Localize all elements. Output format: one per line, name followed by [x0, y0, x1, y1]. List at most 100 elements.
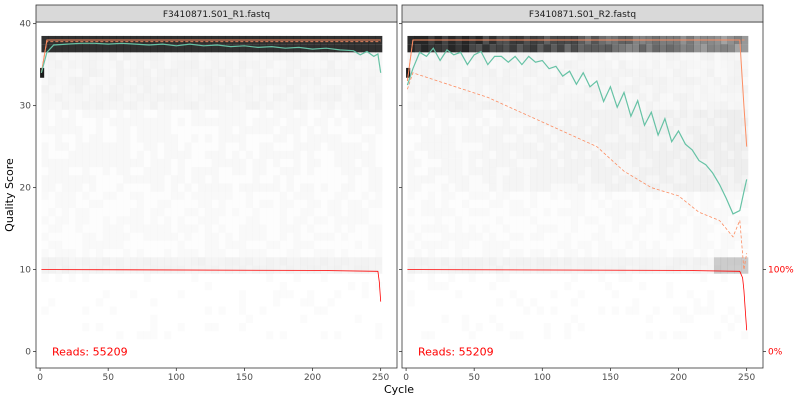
heat-cell [686, 85, 694, 94]
heat-cell [720, 85, 728, 94]
heat-cell [76, 192, 83, 200]
heat-cell [136, 331, 144, 340]
heat-cell [502, 109, 510, 118]
heat-cell [218, 191, 226, 200]
heat-cell [136, 191, 144, 200]
heat-cell [652, 257, 660, 266]
heat-cell [516, 241, 523, 249]
heat-cell [741, 208, 748, 216]
heat-cell [68, 117, 76, 127]
heat-cell [347, 52, 356, 61]
heat-cell [157, 68, 165, 77]
heat-cell [41, 183, 49, 192]
heat-cell [693, 93, 701, 102]
heat-cell [279, 93, 287, 102]
heat-cell [225, 60, 233, 69]
heat-cell [503, 208, 510, 216]
heat-cell [143, 85, 151, 94]
heat-cell [116, 52, 124, 61]
heat-cell [164, 93, 172, 102]
heat-cell [686, 150, 694, 159]
heat-cell [625, 150, 633, 159]
heat-cell [95, 117, 104, 127]
heat-cell [55, 134, 63, 143]
heat-cell [136, 93, 144, 102]
heat-cell [286, 224, 294, 233]
heat-cell [219, 167, 226, 175]
heat-cell [461, 322, 470, 332]
heat-cell [279, 208, 287, 217]
heat-cell [475, 232, 483, 241]
heat-cell [238, 117, 247, 127]
heat-cell [673, 68, 681, 77]
heat-cell [652, 68, 660, 77]
heat-cell [441, 240, 449, 250]
heat-cell [259, 306, 267, 315]
heat-cell [150, 142, 158, 151]
heat-cell [266, 199, 274, 209]
heat-cell [178, 184, 185, 192]
heat-cell [334, 60, 342, 69]
heat-cell [673, 233, 680, 241]
heat-cell [564, 76, 572, 86]
heat-cell [516, 68, 524, 77]
heat-cell [468, 224, 476, 233]
heat-cell [577, 134, 585, 143]
heat-cell [468, 85, 476, 94]
heat-cell [245, 150, 253, 159]
heat-cell [659, 158, 667, 168]
heat-cell [123, 232, 131, 241]
heat-cell [523, 249, 530, 257]
heat-cell [69, 143, 76, 151]
heat-cell [475, 109, 483, 118]
heat-cell [293, 110, 300, 118]
heat-cell [136, 224, 144, 233]
heat-cell [475, 52, 483, 61]
heat-cell [61, 199, 69, 209]
heat-cell [164, 76, 172, 86]
heat-cell [591, 257, 599, 266]
heat-cell [673, 191, 681, 200]
heat-cell [95, 126, 104, 135]
heat-cell [455, 68, 463, 77]
heat-cell [191, 101, 199, 110]
heat-cell [666, 167, 674, 176]
heat-cell [659, 249, 667, 258]
heat-cell [516, 85, 524, 94]
heat-cell [557, 76, 565, 86]
heat-cell [238, 183, 247, 192]
heat-cell [570, 101, 579, 110]
heat-cell [618, 150, 626, 159]
heat-cell [407, 101, 415, 110]
heat-cell [266, 167, 273, 175]
heat-cell [361, 191, 369, 200]
heat-cell [536, 150, 544, 159]
heat-cell [707, 101, 715, 110]
heat-cell [211, 216, 219, 225]
heat-cell [109, 150, 117, 159]
heat-cell [293, 184, 300, 192]
heat-cell [694, 192, 701, 200]
heat-cell [523, 183, 531, 192]
heat-cell [129, 68, 138, 77]
heat-cell [598, 199, 606, 209]
heat-cell [598, 273, 606, 282]
heat-cell [693, 68, 701, 77]
heat-cell [137, 184, 144, 192]
heat-cell [252, 257, 260, 266]
heat-cell [720, 126, 728, 135]
heat-cell [523, 233, 530, 241]
heat-cell [211, 85, 219, 94]
heat-cell [48, 257, 56, 266]
heat-cell [211, 117, 219, 127]
heat-cell [407, 224, 415, 233]
heat-cell [334, 158, 342, 168]
heat-cell [686, 44, 694, 53]
heat-cell [734, 232, 742, 241]
heat-cell [720, 191, 728, 200]
heat-cell [341, 134, 348, 142]
heat-cell [502, 257, 510, 266]
heat-cell [62, 110, 69, 118]
heat-cell [347, 44, 356, 53]
heat-cell [570, 85, 579, 94]
